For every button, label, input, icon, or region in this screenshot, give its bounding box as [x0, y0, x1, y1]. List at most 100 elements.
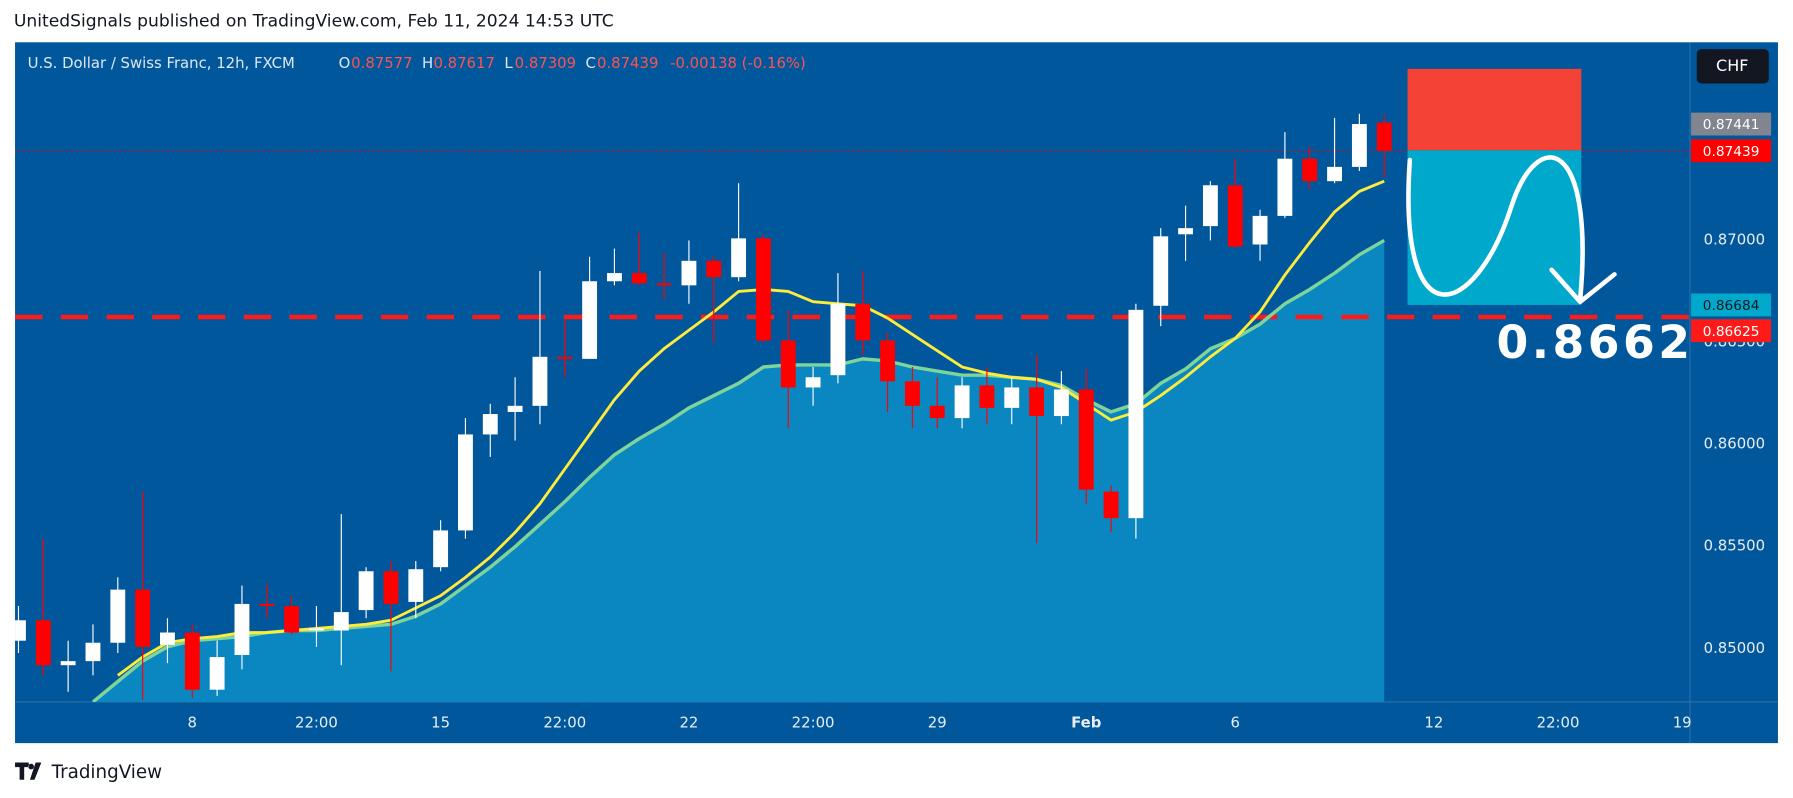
candle-body: [110, 589, 126, 643]
candle-body: [60, 661, 76, 666]
candle-body: [1029, 387, 1045, 417]
candle-body: [532, 356, 548, 406]
candle-body: [482, 414, 498, 435]
legend: U.S. Dollar / Swiss Franc, 12h, FXCM O 0…: [28, 54, 806, 72]
x-tick-label: 22: [679, 714, 698, 732]
price-label: 0.86684: [1703, 298, 1760, 314]
candle-body: [35, 620, 51, 666]
candle-body: [1252, 215, 1268, 245]
candle-body: [904, 381, 920, 406]
candle-body: [309, 628, 324, 631]
candle-body: [830, 303, 846, 376]
candle-body: [855, 303, 871, 341]
candle-body: [1277, 158, 1293, 216]
x-tick-label: 29: [928, 714, 947, 732]
candle-body: [383, 571, 399, 604]
candle-body: [979, 385, 995, 408]
candle-body: [209, 657, 225, 690]
candle-body: [333, 612, 349, 631]
target-zone: [1407, 150, 1582, 305]
candle-body: [135, 589, 151, 647]
currency-label[interactable]: CHF: [1716, 56, 1748, 75]
candle-body: [259, 603, 275, 606]
candle-body: [458, 434, 473, 531]
candle-body: [1053, 389, 1069, 417]
target-annotation: 0.8662: [1497, 316, 1694, 369]
y-tick-label: 0.85500: [1704, 537, 1765, 555]
candle-body: [954, 385, 970, 419]
candle-body: [234, 603, 250, 655]
y-tick-label: 0.87000: [1704, 230, 1765, 248]
footer-logo: [15, 762, 42, 780]
candle-body: [731, 238, 747, 278]
candle-body: [805, 377, 821, 388]
candle-body: [607, 273, 622, 282]
candle-body: [557, 356, 573, 359]
candle-body: [631, 273, 647, 284]
price-label-box: [1691, 112, 1772, 136]
legend-o: O: [339, 54, 351, 72]
overlay: 0.850000.855000.860000.865000.87000822:0…: [188, 68, 1772, 732]
price-label-box: [1691, 293, 1772, 317]
x-tick-label: 12: [1424, 714, 1443, 732]
footer-brand: TradingView: [51, 762, 163, 783]
candle-body: [706, 260, 722, 278]
x-tick-label: 15: [431, 714, 450, 732]
x-tick-label: 22:00: [792, 714, 835, 732]
candle-body: [880, 340, 896, 382]
candle-body: [433, 530, 449, 568]
x-tick-label: 22:00: [543, 714, 586, 732]
candle-body: [1376, 122, 1392, 151]
candle-body: [184, 632, 200, 690]
candle-body: [1004, 387, 1020, 408]
x-tick-label: 19: [1673, 714, 1692, 732]
candle-body: [681, 260, 697, 286]
candle-body: [358, 571, 374, 611]
legend-c: C: [586, 54, 596, 72]
y-tick-label: 0.86000: [1704, 435, 1765, 453]
currency-button[interactable]: [1696, 49, 1769, 84]
candle-body: [507, 405, 523, 412]
candle-body: [1128, 309, 1144, 519]
legend-close: 0.87439: [597, 54, 658, 72]
price-label-box: [1691, 319, 1772, 343]
candle-body: [1078, 389, 1094, 490]
stop-zone: [1407, 68, 1582, 151]
x-tick-label: 22:00: [295, 714, 338, 732]
candle-body: [85, 642, 101, 662]
candle-body: [929, 405, 945, 419]
candle-body: [1202, 185, 1218, 227]
y-tick-label: 0.85000: [1704, 639, 1765, 657]
x-tick-label: 8: [188, 714, 197, 732]
drawn-arrow: [1406, 155, 1617, 305]
candle-body: [1153, 236, 1169, 306]
candle-body: [755, 238, 771, 341]
candle-body: [408, 569, 424, 602]
legend-open: 0.87577: [351, 54, 412, 72]
price-label: 0.87439: [1703, 144, 1760, 160]
candle-body: [284, 605, 300, 633]
publish-header: UnitedSignals published on TradingView.c…: [14, 12, 614, 32]
legend-change: -0.00138 (-0.16%): [670, 54, 806, 72]
legend-high: 0.87617: [433, 54, 494, 72]
price-label: 0.87441: [1703, 117, 1760, 133]
candle-body: [656, 283, 672, 286]
x-tick-label: 6: [1230, 714, 1239, 732]
plot: [15, 113, 1690, 702]
legend-l: L: [504, 54, 513, 72]
ma-line: [116, 179, 1385, 677]
candle-body: [1327, 166, 1342, 182]
candle-body: [1302, 158, 1318, 182]
candle-body: [1178, 228, 1193, 235]
price-label-box: [1691, 139, 1772, 163]
ma-area: [92, 240, 1385, 702]
candle-body: [780, 340, 796, 388]
candle-body: [15, 620, 26, 641]
candle-body: [1103, 491, 1119, 519]
legend-low: 0.87309: [515, 54, 576, 72]
candle-body: [1351, 123, 1367, 167]
candle-body: [160, 632, 175, 645]
x-tick-label: Feb: [1071, 714, 1101, 732]
